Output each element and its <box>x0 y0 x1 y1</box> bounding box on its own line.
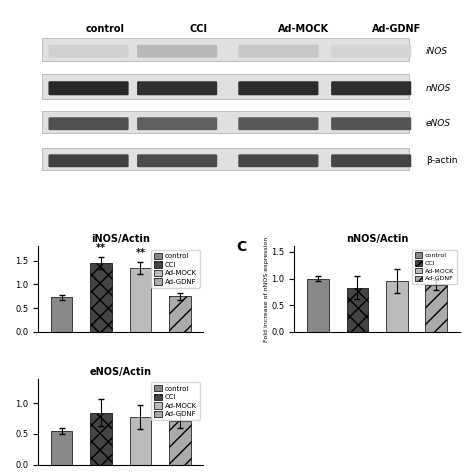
Text: CCI: CCI <box>189 24 207 34</box>
Bar <box>129 268 151 332</box>
FancyBboxPatch shape <box>42 111 409 133</box>
Legend: control, CCI, Ad-MOCK, Ad-GDNF: control, CCI, Ad-MOCK, Ad-GDNF <box>412 250 456 284</box>
Text: nNOS: nNOS <box>426 84 451 93</box>
FancyBboxPatch shape <box>331 117 411 130</box>
Bar <box>346 288 368 332</box>
Text: Ad-MOCK: Ad-MOCK <box>278 24 329 34</box>
FancyBboxPatch shape <box>137 81 217 95</box>
Title: iNOS/Actin: iNOS/Actin <box>91 234 150 244</box>
FancyBboxPatch shape <box>238 45 319 58</box>
Bar <box>90 263 112 332</box>
Bar <box>129 417 151 465</box>
Bar <box>386 281 408 332</box>
Text: C: C <box>237 240 246 254</box>
Y-axis label: Fold increase of nNOS expression: Fold increase of nNOS expression <box>264 237 269 342</box>
Text: control: control <box>86 24 125 34</box>
FancyBboxPatch shape <box>331 155 411 167</box>
Bar <box>425 285 447 332</box>
Legend: control, CCI, Ad-MOCK, Ad-GDNF: control, CCI, Ad-MOCK, Ad-GDNF <box>151 250 200 288</box>
Title: eNOS/Actin: eNOS/Actin <box>90 367 152 377</box>
FancyBboxPatch shape <box>331 81 411 95</box>
Bar <box>169 420 191 465</box>
Title: nNOS/Actin: nNOS/Actin <box>346 234 408 244</box>
Bar <box>169 296 191 332</box>
FancyBboxPatch shape <box>331 45 411 58</box>
FancyBboxPatch shape <box>137 155 217 167</box>
Bar <box>90 412 112 465</box>
FancyBboxPatch shape <box>42 148 409 171</box>
FancyBboxPatch shape <box>42 38 409 61</box>
FancyBboxPatch shape <box>238 81 319 95</box>
FancyBboxPatch shape <box>48 155 128 167</box>
Text: **: ** <box>136 248 146 258</box>
Text: β-actin: β-actin <box>426 156 457 165</box>
Text: **: ** <box>96 243 106 253</box>
FancyBboxPatch shape <box>48 117 128 130</box>
Legend: control, CCI, Ad-MOCK, Ad-GDNF: control, CCI, Ad-MOCK, Ad-GDNF <box>151 383 200 420</box>
FancyBboxPatch shape <box>137 117 217 130</box>
Bar <box>307 279 329 332</box>
Bar <box>51 297 73 332</box>
Bar <box>51 431 73 465</box>
FancyBboxPatch shape <box>238 155 319 167</box>
FancyBboxPatch shape <box>238 117 319 130</box>
Text: iNOS: iNOS <box>426 47 448 55</box>
Text: eNOS: eNOS <box>426 119 451 128</box>
FancyBboxPatch shape <box>137 45 217 58</box>
Text: Ad-GDNF: Ad-GDNF <box>372 24 421 34</box>
FancyBboxPatch shape <box>42 74 409 99</box>
FancyBboxPatch shape <box>48 45 128 58</box>
FancyBboxPatch shape <box>48 81 128 95</box>
